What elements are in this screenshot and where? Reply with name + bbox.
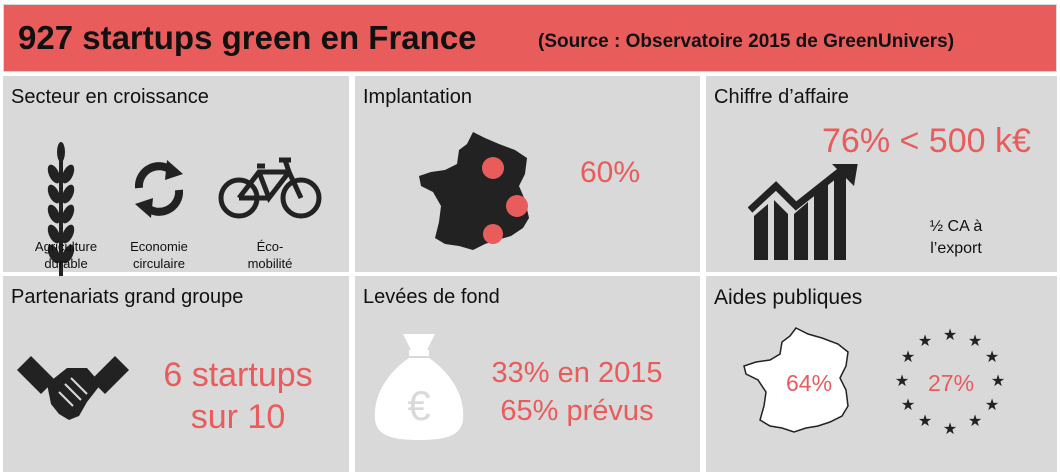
france-outline-icon: [743, 327, 849, 433]
implantation-value: 60%: [580, 156, 641, 189]
euro-symbol: €: [407, 382, 430, 429]
page-title: 927 startups green en France: [18, 19, 477, 56]
wheat-icon: [47, 142, 75, 294]
svg-text:★: ★: [918, 411, 932, 430]
levees-value: 33% en 2015 65% prévus: [491, 357, 663, 427]
source-note: (Source : Observatoire 2015 de GreenUniv…: [538, 31, 955, 52]
svg-text:★: ★: [968, 411, 982, 430]
recycle-arrows-icon: [134, 160, 184, 218]
svg-text:★: ★: [895, 371, 909, 390]
france-aid-value: 64%: [786, 370, 833, 396]
panel-aides: Aides publiques 64% ★ ★ ★ ★ ★ ★ ★ ★ ★ ★ …: [706, 276, 1057, 472]
svg-text:★: ★: [943, 419, 957, 438]
svg-text:★: ★: [968, 331, 982, 350]
eu-stars-icon: ★ ★ ★ ★ ★ ★ ★ ★ ★ ★ ★ ★: [895, 325, 1005, 438]
money-bag-icon: €: [374, 334, 464, 440]
label-ecomobilite: Éco- mobilité: [247, 239, 293, 271]
panel-title: Levées de fond: [363, 286, 500, 308]
panel-title: Aides publiques: [714, 286, 863, 309]
panel-levees: Levées de fond € 33% en 2015 65% prévus: [355, 276, 700, 472]
svg-text:★: ★: [901, 347, 915, 366]
panel-title: Partenariats grand groupe: [11, 286, 244, 308]
svg-text:★: ★: [943, 325, 957, 344]
panel-title: Chiffre d’affaire: [714, 86, 849, 108]
svg-text:★: ★: [901, 395, 915, 414]
panel-title: Implantation: [363, 86, 472, 108]
label-economie: Economie circulaire: [130, 239, 188, 271]
handshake-icon: [17, 356, 129, 420]
europe-aid-value: 27%: [928, 370, 975, 396]
chiffre-value: 76% < 500 k€: [822, 122, 1031, 160]
panel-implantation: Implantation 60%: [355, 76, 700, 272]
svg-text:★: ★: [985, 395, 999, 414]
panel-title: Secteur en croissance: [11, 86, 209, 108]
label-agriculture: Agriculture durable: [34, 239, 98, 271]
partenariats-value: 6 startups sur 10: [163, 356, 313, 436]
growth-chart-icon: [748, 164, 858, 260]
svg-text:★: ★: [985, 347, 999, 366]
header-banner: 927 startups green en France (Source : O…: [3, 4, 1057, 72]
panel-chiffre: Chiffre d’affaire 76% < 500 k€ ½ CA à l’…: [706, 76, 1057, 272]
panel-partenariats: Partenariats grand groupe 6 startups sur…: [3, 276, 349, 472]
panel-secteur: Secteur en croissance Agriculture durabl…: [3, 76, 349, 294]
export-note: ½ CA à l’export: [929, 218, 983, 257]
svg-text:★: ★: [918, 331, 932, 350]
france-map-icon: [419, 132, 529, 250]
svg-text:★: ★: [991, 371, 1005, 390]
bicycle-icon: [218, 157, 322, 219]
